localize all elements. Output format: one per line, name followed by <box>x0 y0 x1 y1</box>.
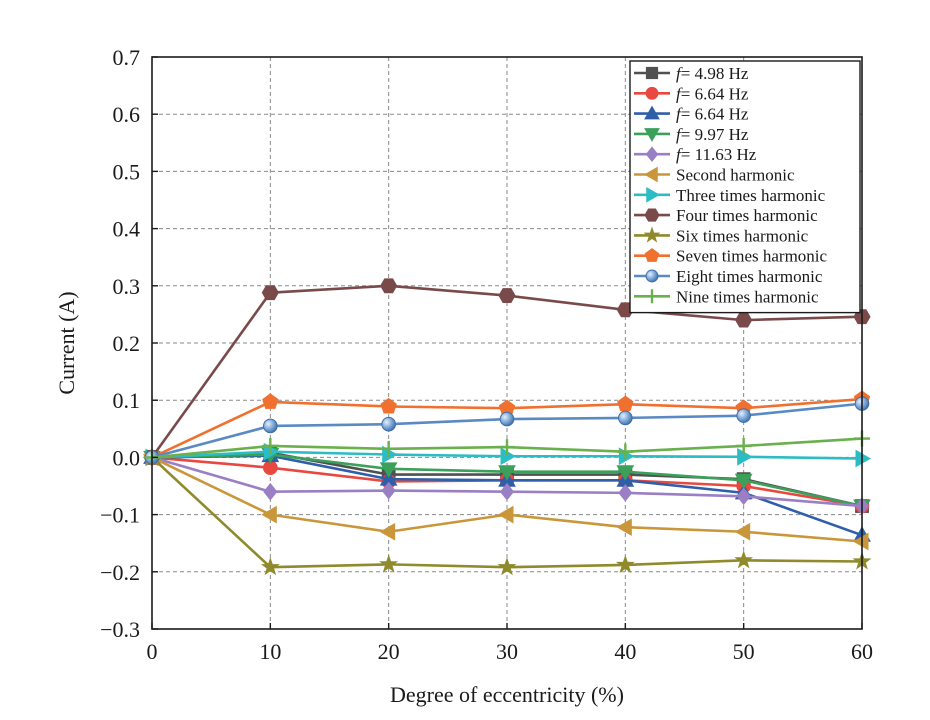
y-tick-label: 0.0 <box>113 445 141 470</box>
y-tick-label: 0.1 <box>113 388 141 413</box>
data-point <box>263 482 278 501</box>
legend-item: Nine times harmonic <box>634 287 819 306</box>
legend-marker <box>645 289 659 304</box>
legend-item: f= 6.64 Hz <box>634 84 749 103</box>
legend-marker <box>643 226 661 243</box>
y-tick-label: −0.2 <box>100 560 140 585</box>
legend-label: Seven times harmonic <box>676 247 828 266</box>
legend-label: Second harmonic <box>676 166 795 185</box>
x-tick-label: 50 <box>733 639 755 664</box>
data-point <box>381 481 396 500</box>
legend-marker <box>645 146 659 163</box>
data-point <box>263 418 278 434</box>
data-point <box>734 473 753 490</box>
data-point <box>498 288 516 303</box>
data-point <box>379 554 399 573</box>
legend-marker <box>644 105 660 120</box>
y-tick-label: 0.2 <box>113 331 141 356</box>
x-tick-label: 40 <box>614 639 636 664</box>
legend-marker <box>646 186 661 203</box>
legend-item: f= 4.98 Hz <box>634 64 749 83</box>
legend-marker <box>644 248 660 262</box>
data-point <box>734 522 751 541</box>
data-point <box>498 465 516 481</box>
legend-item: Eight times harmonic <box>634 267 823 286</box>
legend-item: Seven times harmonic <box>634 247 828 266</box>
y-tick-label: 0.4 <box>113 217 141 242</box>
data-point <box>261 285 279 301</box>
legend-label: f= 4.98 Hz <box>676 64 749 83</box>
legend-label: Three times harmonic <box>676 186 826 205</box>
x-tick-label: 10 <box>259 639 281 664</box>
legend-marker <box>644 128 660 142</box>
data-point <box>262 393 279 409</box>
data-point <box>616 518 632 537</box>
legend-label: f= 6.64 Hz <box>676 105 749 124</box>
legend-item: Four times harmonic <box>634 206 818 225</box>
legend-marker <box>645 269 659 283</box>
data-point <box>380 397 397 414</box>
data-point <box>261 505 277 524</box>
data-point <box>736 408 751 423</box>
data-point <box>735 312 753 328</box>
data-point <box>855 449 872 468</box>
legend-label: f= 9.97 Hz <box>676 125 749 144</box>
y-tick-label: −0.3 <box>100 617 140 642</box>
data-point <box>499 411 515 427</box>
legend-label: Nine times harmonic <box>676 287 819 306</box>
legend-item: Three times harmonic <box>634 186 826 205</box>
data-point <box>615 555 635 573</box>
y-axis-title: Current (A) <box>54 291 79 394</box>
legend-label: Six times harmonic <box>676 226 809 245</box>
legend-marker <box>645 66 659 80</box>
legend-item: Six times harmonic <box>634 226 809 245</box>
legend-marker <box>644 208 660 222</box>
legend-item: f= 9.97 Hz <box>634 125 749 144</box>
legend-item: f= 11.63 Hz <box>634 145 757 164</box>
data-point <box>379 522 396 541</box>
data-point <box>262 437 279 454</box>
data-point <box>617 443 634 460</box>
data-point <box>497 505 514 524</box>
x-tick-label: 30 <box>496 639 518 664</box>
legend-box <box>629 60 861 314</box>
data-point <box>381 416 396 432</box>
data-point <box>499 482 515 501</box>
x-tick-label: 20 <box>378 639 400 664</box>
data-point <box>734 550 754 569</box>
data-point <box>379 462 398 478</box>
legend: f= 4.98 Hzf= 6.64 Hzf= 6.64 Hzf= 9.97 Hz… <box>629 60 861 314</box>
legend-label: Four times harmonic <box>676 206 818 225</box>
data-point <box>735 437 752 454</box>
data-point <box>380 278 398 294</box>
data-point <box>852 532 869 551</box>
legend-label: f= 6.64 Hz <box>676 84 749 103</box>
data-point <box>499 439 515 456</box>
y-tick-label: 0.3 <box>113 274 141 299</box>
x-axis-title: Degree of eccentricity (%) <box>390 682 624 707</box>
y-tick-label: 0.6 <box>113 102 141 127</box>
y-tick-label: 0.7 <box>113 45 141 70</box>
legend-label: f= 11.63 Hz <box>676 145 757 164</box>
data-point <box>260 557 280 576</box>
data-point <box>380 440 397 457</box>
data-point <box>497 557 517 576</box>
x-tick-label: 0 <box>147 639 158 664</box>
x-axis-tick-labels: 0 10 20 30 40 50 60 <box>147 639 874 664</box>
data-point <box>618 410 633 426</box>
data-point <box>618 484 633 502</box>
legend-label: Eight times harmonic <box>676 267 823 286</box>
data-point <box>616 465 635 481</box>
data-point <box>736 487 751 506</box>
y-tick-label: 0.5 <box>113 159 141 184</box>
y-tick-label: −0.1 <box>100 503 140 528</box>
legend-marker <box>643 166 658 183</box>
legend-marker <box>645 86 659 100</box>
legend-item: Second harmonic <box>634 166 795 185</box>
axis-ticks <box>151 56 863 630</box>
legend-item: f= 6.64 Hz <box>634 105 749 124</box>
y-axis-tick-labels: 0.7 0.6 0.5 0.4 0.3 0.2 0.1 0.0 −0.1 −0.2 −0.3 <box>100 45 140 642</box>
x-tick-label: 60 <box>851 639 873 664</box>
